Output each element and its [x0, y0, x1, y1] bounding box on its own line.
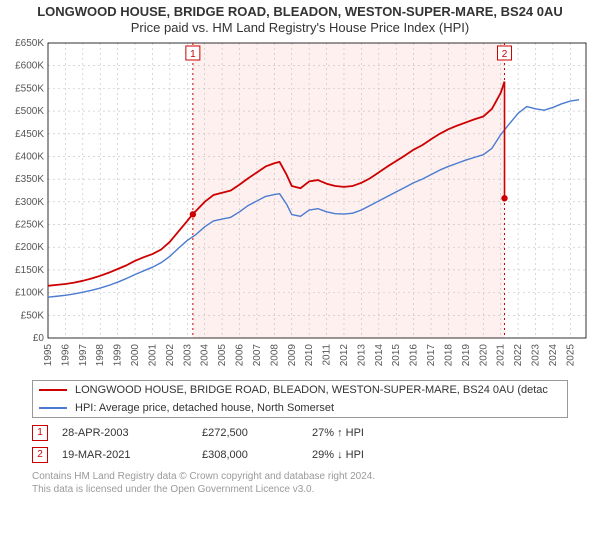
svg-text:1998: 1998 — [95, 344, 106, 367]
event-date-1: 28-APR-2003 — [62, 427, 202, 439]
svg-text:2004: 2004 — [200, 344, 211, 367]
legend-swatch-price-paid — [39, 389, 67, 391]
event-badge-1: 1 — [32, 425, 48, 441]
svg-text:£450K: £450K — [15, 129, 44, 140]
legend-box: LONGWOOD HOUSE, BRIDGE ROAD, BLEADON, WE… — [32, 380, 568, 418]
svg-text:2005: 2005 — [217, 344, 228, 367]
svg-text:£0: £0 — [33, 333, 45, 344]
svg-text:2019: 2019 — [461, 344, 472, 367]
svg-text:2007: 2007 — [252, 344, 263, 367]
event-change-1: 27% ↑ HPI — [312, 427, 432, 439]
svg-text:2009: 2009 — [287, 344, 298, 367]
svg-text:£50K: £50K — [21, 311, 45, 322]
svg-text:£400K: £400K — [15, 152, 44, 163]
svg-text:2003: 2003 — [182, 344, 193, 367]
svg-text:2018: 2018 — [443, 344, 454, 367]
svg-text:£200K: £200K — [15, 242, 44, 253]
svg-text:2025: 2025 — [565, 344, 576, 367]
svg-text:2012: 2012 — [339, 344, 350, 367]
svg-text:1999: 1999 — [113, 344, 124, 367]
chart-subtitle: Price paid vs. HM Land Registry's House … — [0, 20, 600, 39]
svg-text:2023: 2023 — [531, 344, 542, 367]
svg-text:2014: 2014 — [374, 344, 385, 367]
svg-text:2001: 2001 — [147, 344, 158, 367]
svg-text:£500K: £500K — [15, 106, 44, 117]
svg-text:2017: 2017 — [426, 344, 437, 367]
svg-text:2002: 2002 — [165, 344, 176, 367]
footer-line-1: Contains HM Land Registry data © Crown c… — [32, 470, 568, 483]
svg-text:1996: 1996 — [60, 344, 71, 367]
event-price-2: £308,000 — [202, 449, 312, 461]
svg-text:£100K: £100K — [15, 288, 44, 299]
legend-label-hpi: HPI: Average price, detached house, Nort… — [75, 402, 334, 414]
svg-text:1997: 1997 — [78, 344, 89, 367]
svg-text:2000: 2000 — [130, 344, 141, 367]
event-badge-2: 2 — [32, 447, 48, 463]
event-markers-table: 1 28-APR-2003 £272,500 27% ↑ HPI 2 19-MA… — [32, 422, 568, 466]
svg-text:2010: 2010 — [304, 344, 315, 367]
svg-text:1995: 1995 — [43, 344, 54, 367]
event-price-1: £272,500 — [202, 427, 312, 439]
legend-swatch-hpi — [39, 407, 67, 409]
svg-text:2013: 2013 — [356, 344, 367, 367]
legend-row-hpi: HPI: Average price, detached house, Nort… — [33, 399, 567, 417]
svg-text:2015: 2015 — [391, 344, 402, 367]
svg-text:2011: 2011 — [322, 344, 333, 366]
svg-text:2020: 2020 — [478, 344, 489, 367]
svg-text:2016: 2016 — [409, 344, 420, 367]
svg-text:2024: 2024 — [548, 344, 559, 367]
svg-text:1: 1 — [190, 49, 196, 60]
svg-text:2006: 2006 — [235, 344, 246, 367]
svg-text:2022: 2022 — [513, 344, 524, 367]
svg-text:2008: 2008 — [269, 344, 280, 367]
legend-label-price-paid: LONGWOOD HOUSE, BRIDGE ROAD, BLEADON, WE… — [75, 384, 548, 396]
svg-text:£300K: £300K — [15, 197, 44, 208]
event-change-2: 29% ↓ HPI — [312, 449, 432, 461]
footer-line-2: This data is licensed under the Open Gov… — [32, 483, 568, 496]
event-date-2: 19-MAR-2021 — [62, 449, 202, 461]
svg-text:£650K: £650K — [15, 39, 44, 49]
svg-text:£350K: £350K — [15, 174, 44, 185]
legend-row-price-paid: LONGWOOD HOUSE, BRIDGE ROAD, BLEADON, WE… — [33, 381, 567, 399]
chart-title: LONGWOOD HOUSE, BRIDGE ROAD, BLEADON, WE… — [0, 0, 600, 20]
svg-text:£150K: £150K — [15, 265, 44, 276]
chart-svg: £0 £50K £100K £150K £200K £250K £300K £350K £400… — [0, 39, 600, 374]
svg-text:£600K: £600K — [15, 61, 44, 72]
svg-text:2: 2 — [502, 49, 508, 60]
event-row-1: 1 28-APR-2003 £272,500 27% ↑ HPI — [32, 422, 568, 444]
license-footer: Contains HM Land Registry data © Crown c… — [32, 470, 568, 496]
svg-text:2021: 2021 — [496, 344, 507, 367]
svg-text:£250K: £250K — [15, 220, 44, 231]
event-row-2: 2 19-MAR-2021 £308,000 29% ↓ HPI — [32, 444, 568, 466]
chart-area: £0 £50K £100K £150K £200K £250K £300K £350K £400… — [0, 39, 600, 374]
svg-text:£550K: £550K — [15, 84, 44, 95]
